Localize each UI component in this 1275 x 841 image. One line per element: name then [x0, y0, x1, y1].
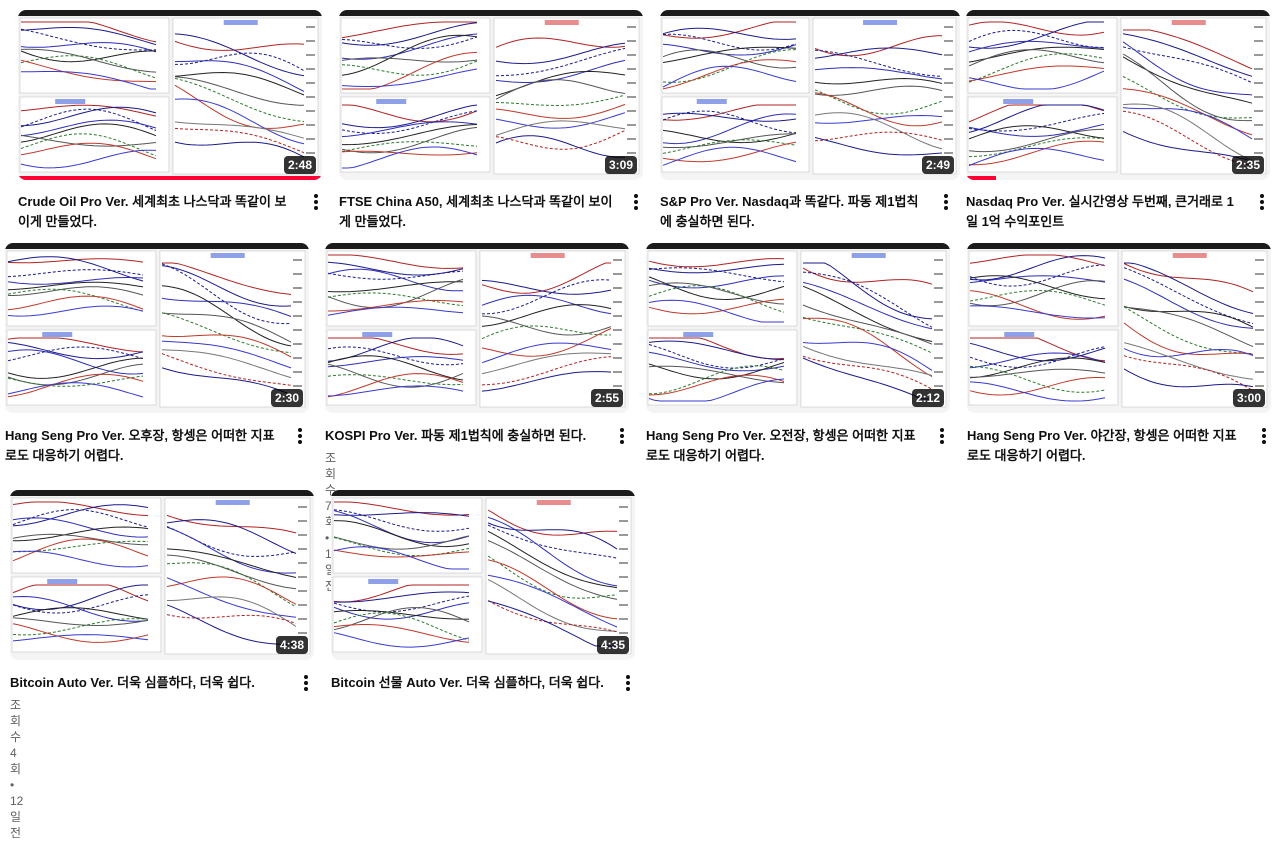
video-title[interactable]: FTSE China A50, 세계최초 나스닥과 똑같이 보이게 만들었다. — [339, 194, 613, 229]
duration-badge: 2:35 — [1231, 156, 1264, 174]
video-thumbnail[interactable]: 2:55 — [325, 243, 629, 413]
duration-badge: 4:38 — [275, 636, 308, 654]
duration-badge: 2:12 — [911, 389, 944, 407]
video-thumbnail[interactable]: 3:00 — [967, 243, 1271, 413]
video-title[interactable]: Hang Seng Pro Ver. 오전장, 항셍은 어떠한 지표로도 대응하… — [646, 428, 916, 463]
duration-badge: 2:30 — [270, 389, 303, 407]
video-title[interactable]: KOSPI Pro Ver. 파동 제1법칙에 충실하면 된다. — [325, 428, 587, 443]
watch-progress-bar — [18, 176, 322, 180]
watch-progress-bar — [966, 176, 997, 180]
more-vert-icon[interactable] — [1256, 424, 1272, 448]
duration-badge: 3:00 — [1232, 389, 1265, 407]
video-title[interactable]: Crude Oil Pro Ver. 세계최초 나스닥과 똑같이 보이게 만들었… — [18, 194, 287, 229]
video-thumbnail[interactable]: 4:35 — [331, 490, 635, 660]
video-thumbnail[interactable]: 3:09 — [339, 10, 643, 180]
more-vert-icon[interactable] — [1254, 190, 1270, 214]
duration-badge: 2:55 — [590, 389, 623, 407]
video-title[interactable]: S&P Pro Ver. Nasdaq과 똑같다. 파동 제1법칙에 충실하면 … — [660, 194, 919, 229]
more-vert-icon[interactable] — [614, 424, 630, 448]
video-title[interactable]: Hang Seng Pro Ver. 야간장, 항셍은 어떠한 지표로도 대응하… — [967, 428, 1237, 463]
video-thumbnail[interactable]: 2:35 — [966, 10, 1270, 180]
more-vert-icon[interactable] — [292, 424, 308, 448]
duration-badge: 4:35 — [596, 636, 629, 654]
video-title[interactable]: Bitcoin Auto Ver. 더욱 심플하다, 더욱 쉽다. — [10, 675, 255, 690]
more-vert-icon[interactable] — [308, 190, 324, 214]
video-thumbnail[interactable]: 2:12 — [646, 243, 950, 413]
video-thumbnail[interactable]: 2:48 — [18, 10, 322, 180]
more-vert-icon[interactable] — [938, 190, 954, 214]
duration-badge: 2:48 — [283, 156, 316, 174]
video-thumbnail[interactable]: 2:49 — [660, 10, 960, 180]
video-title[interactable]: Nasdaq Pro Ver. 실시간영상 두번째, 큰거래로 1일 1억 수익… — [966, 194, 1234, 229]
video-title[interactable]: Hang Seng Pro Ver. 오후장, 항셍은 어떠한 지표로도 대응하… — [5, 428, 275, 463]
video-title[interactable]: Bitcoin 선물 Auto Ver. 더욱 심플하다, 더욱 쉽다. — [331, 675, 604, 690]
more-vert-icon[interactable] — [620, 671, 636, 695]
more-vert-icon[interactable] — [934, 424, 950, 448]
more-vert-icon[interactable] — [628, 190, 644, 214]
video-thumbnail[interactable]: 4:38 — [10, 490, 314, 660]
duration-badge: 2:49 — [921, 156, 954, 174]
duration-badge: 3:09 — [604, 156, 637, 174]
more-vert-icon[interactable] — [298, 671, 314, 695]
video-thumbnail[interactable]: 2:30 — [5, 243, 309, 413]
